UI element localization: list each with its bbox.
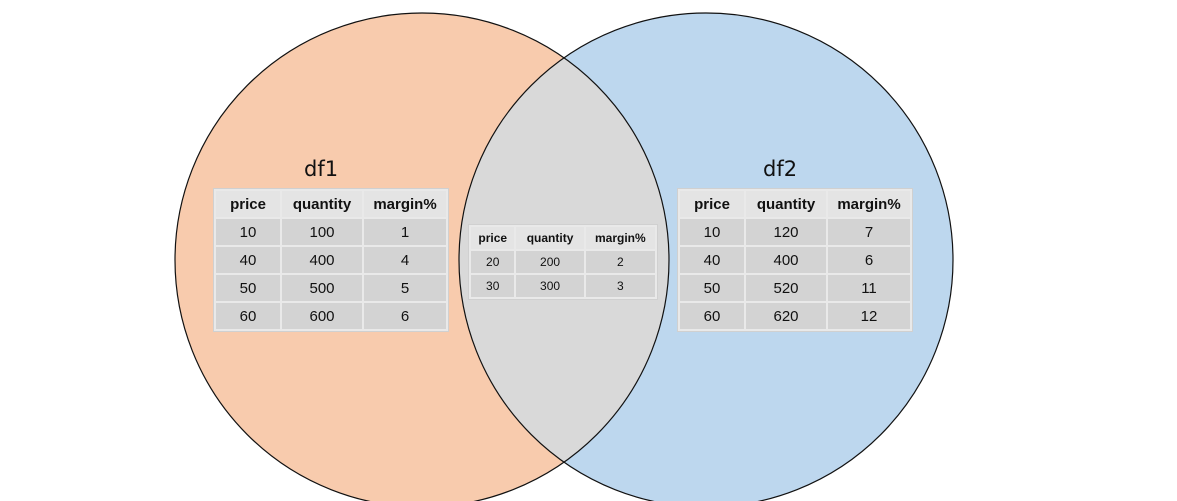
table-cell: 620 xyxy=(746,303,826,329)
table-cell: 6 xyxy=(364,303,446,329)
df1-set-outline xyxy=(174,12,670,501)
table-cell: 50 xyxy=(680,275,744,301)
table-cell: 20 xyxy=(471,251,515,273)
table-cell: 40 xyxy=(216,247,280,273)
table-cell: 3 xyxy=(585,275,655,297)
df2-label: df2 xyxy=(763,157,798,181)
table-cell: 300 xyxy=(516,275,584,297)
column-header: price xyxy=(471,227,515,249)
table-row: 50 520 11 xyxy=(680,275,910,301)
table-row: 60 620 12 xyxy=(680,303,910,329)
table-cell: 50 xyxy=(216,275,280,301)
table-row: 10 120 7 xyxy=(680,219,910,245)
table-cell: 2 xyxy=(585,251,655,273)
table-cell: 11 xyxy=(828,275,910,301)
table-cell: 60 xyxy=(216,303,280,329)
table-row: 40 400 6 xyxy=(680,247,910,273)
table-cell: 600 xyxy=(282,303,362,329)
column-header: quantity xyxy=(516,227,584,249)
table-cell: 5 xyxy=(364,275,446,301)
table-cell: 1 xyxy=(364,219,446,245)
table-cell: 10 xyxy=(680,219,744,245)
column-header: quantity xyxy=(282,191,362,217)
table-header-row: price quantity margin% xyxy=(680,191,910,217)
table-row: 30 300 3 xyxy=(471,275,655,297)
df1-label: df1 xyxy=(304,157,339,181)
table-cell: 7 xyxy=(828,219,910,245)
table-row: 20 200 2 xyxy=(471,251,655,273)
table-row: 60 600 6 xyxy=(216,303,446,329)
df2-table: price quantity margin% 10 120 7 40 400 6 50 520 11… xyxy=(677,188,913,332)
table-cell: 400 xyxy=(746,247,826,273)
intersection-table: price quantity margin% 20 200 2 30 300 3 xyxy=(468,224,658,300)
table-cell: 10 xyxy=(216,219,280,245)
table-cell: 12 xyxy=(828,303,910,329)
df2-set-outline xyxy=(458,12,954,501)
table-cell: 200 xyxy=(516,251,584,273)
table-cell: 120 xyxy=(746,219,826,245)
column-header: margin% xyxy=(364,191,446,217)
table-row: 40 400 4 xyxy=(216,247,446,273)
table-cell: 60 xyxy=(680,303,744,329)
df1-table: price quantity margin% 10 100 1 40 400 4 50 500 5 6… xyxy=(213,188,449,332)
table-cell: 520 xyxy=(746,275,826,301)
intersection-region xyxy=(459,13,669,501)
table-row: 50 500 5 xyxy=(216,275,446,301)
column-header: margin% xyxy=(828,191,910,217)
table-cell: 30 xyxy=(471,275,515,297)
column-header: quantity xyxy=(746,191,826,217)
table-header-row: price quantity margin% xyxy=(471,227,655,249)
table-row: 10 100 1 xyxy=(216,219,446,245)
table-cell: 4 xyxy=(364,247,446,273)
table-cell: 100 xyxy=(282,219,362,245)
table-cell: 6 xyxy=(828,247,910,273)
table-cell: 40 xyxy=(680,247,744,273)
column-header: price xyxy=(680,191,744,217)
column-header: price xyxy=(216,191,280,217)
table-cell: 400 xyxy=(282,247,362,273)
column-header: margin% xyxy=(585,227,655,249)
table-header-row: price quantity margin% xyxy=(216,191,446,217)
table-cell: 500 xyxy=(282,275,362,301)
